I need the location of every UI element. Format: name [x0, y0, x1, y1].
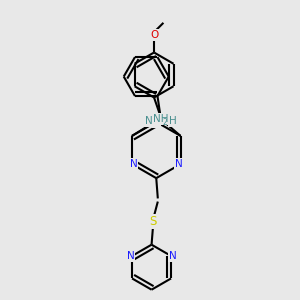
Text: S: S: [149, 215, 157, 228]
Text: N: N: [130, 159, 137, 169]
Text: N: N: [127, 251, 134, 261]
Text: N: N: [152, 117, 160, 127]
Text: O: O: [150, 30, 158, 40]
Text: H: H: [169, 116, 176, 126]
Text: N: N: [169, 251, 176, 261]
Text: NH: NH: [152, 114, 168, 124]
Text: N: N: [175, 159, 183, 169]
Text: NH: NH: [145, 116, 160, 126]
Text: 2: 2: [163, 118, 168, 127]
